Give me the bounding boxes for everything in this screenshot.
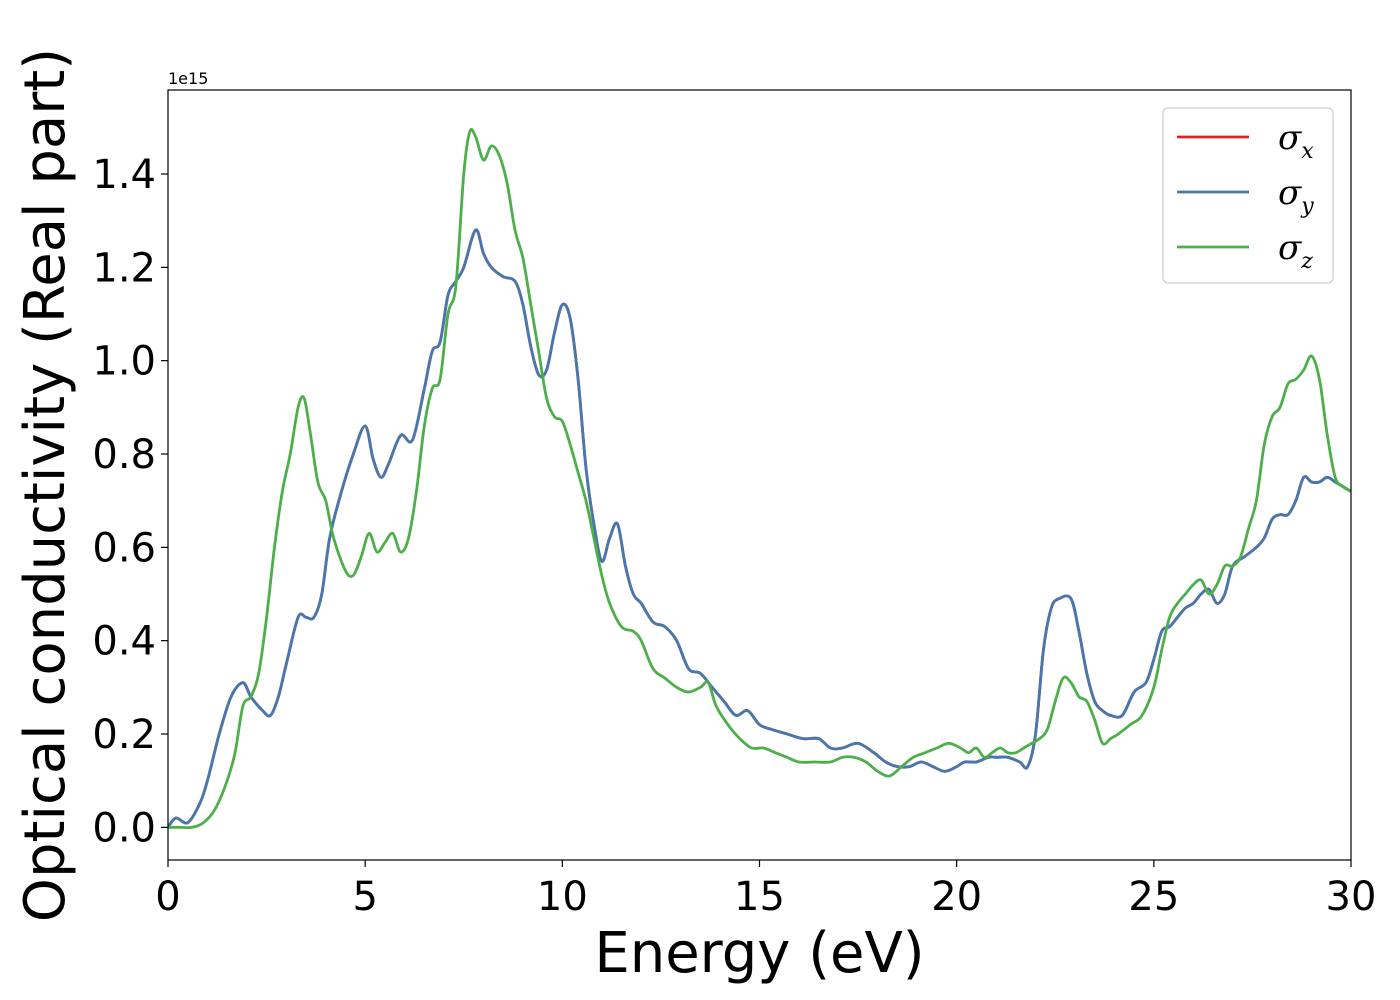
- y-tick-label: 0.4: [92, 619, 156, 665]
- x-tick-label: 5: [352, 874, 377, 920]
- series-line-y: [168, 228, 1351, 829]
- legend-label-y: σy: [1278, 173, 1314, 219]
- y-offset-label: 1e15: [168, 69, 208, 88]
- x-tick-label: 20: [931, 874, 982, 920]
- x-axis-label: Energy (eV): [594, 921, 924, 986]
- y-tick-label: 0.0: [92, 805, 156, 851]
- x-tick-label: 30: [1326, 874, 1377, 920]
- x-tick-label: 0: [155, 874, 180, 920]
- y-tick-label: 0.6: [92, 525, 156, 571]
- y-tick-label: 0.2: [92, 712, 156, 758]
- series-line-z: [168, 128, 1351, 830]
- legend: σx σy σz: [1162, 107, 1334, 284]
- x-tick-label: 25: [1128, 874, 1179, 920]
- plot-area: [168, 128, 1351, 830]
- y-tick-label: 1.4: [92, 152, 156, 198]
- y-tick-label: 1.2: [92, 245, 156, 291]
- x-tick-label: 15: [734, 874, 785, 920]
- y-tick-label: 0.8: [92, 432, 156, 478]
- x-tick-label: 10: [537, 874, 588, 920]
- y-axis-label: Optical conductivity (Real part): [13, 48, 78, 922]
- legend-label-x: σx: [1278, 118, 1314, 164]
- legend-box: [1162, 107, 1334, 284]
- y-tick-label: 1.0: [92, 339, 156, 385]
- y-axis: 0.0 0.2 0.4 0.6 0.8 1.0 1.2 1.4: [92, 152, 168, 851]
- x-axis: 0 5 10 15 20 25 30: [155, 860, 1376, 920]
- legend-label-z: σz: [1278, 228, 1313, 274]
